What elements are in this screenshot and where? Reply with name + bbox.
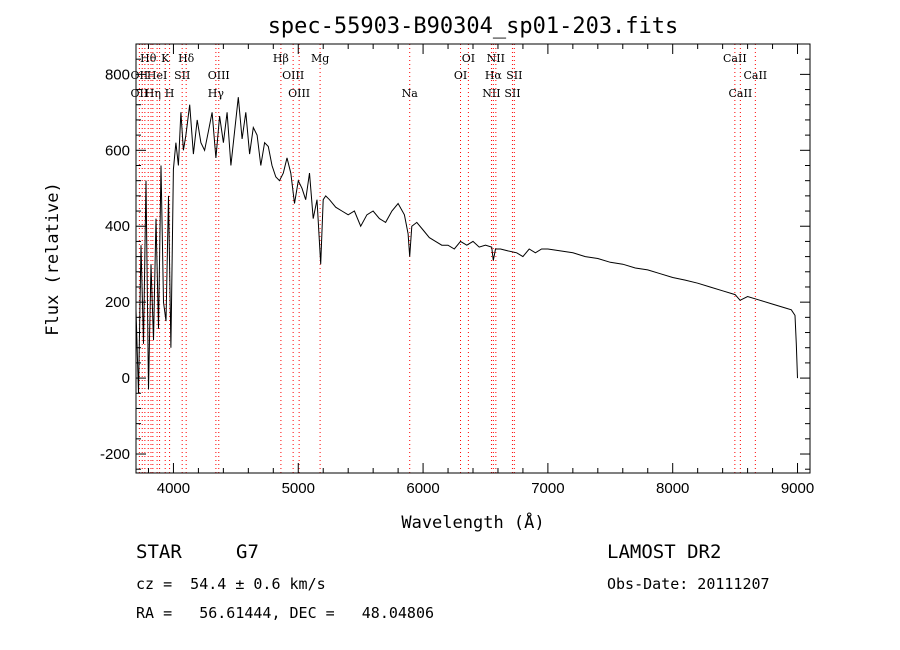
y-tick-label: 800 [105,66,130,83]
y-tick-label: 0 [122,370,130,387]
spectral-line-label: H [165,87,175,100]
spectral-line-label: SII [504,87,520,100]
spectral-line-label: NII [482,87,500,100]
spectral-line-label: OIII [282,69,304,82]
x-tick-label: 9000 [781,480,814,497]
y-axis-ticks: -200 0 200 400 600 800 [100,43,810,470]
spectral-line-label: Hα [485,69,503,82]
spectral-line-label: Hθ [140,52,157,65]
x-tick-label: 4000 [157,480,190,497]
spectral-line-label: Hγ [208,87,225,100]
spectral-line-label: K [161,52,170,65]
x-tick-label: 6000 [406,480,439,497]
redshift-text: cz = 54.4 ± 0.6 km/s [136,575,326,593]
spectral-line-label: CaII [743,69,767,82]
spectral-line-label: OI [454,69,467,82]
coordinates-text: RA = 56.61444, DEC = 48.04806 [136,604,435,622]
survey-name: LAMOST DR2 [607,541,722,563]
x-tick-label: 7000 [531,480,564,497]
spectral-line-label: SII [174,69,190,82]
spectral-line-label: NII [487,52,505,65]
y-tick-label: 400 [105,218,130,235]
spectral-line-label: Hβ [273,52,289,65]
spectral-line-label: OIII [288,87,310,100]
spectrum-line [135,97,798,394]
spectral-line-label: Hδ [178,52,195,65]
spectral-line-label: OII [131,87,149,100]
spectral-line-label: HeI [147,69,167,82]
object-subclass: G7 [236,541,259,563]
object-class: STAR [136,541,182,563]
x-axis-ticks: 4000 5000 6000 7000 8000 9000 [147,44,814,497]
y-tick-label: -200 [100,446,130,463]
spectral-line-label: CaII [729,87,753,100]
spectral-line-label: Hη [145,87,161,100]
chart-title: spec-55903-B90304_sp01-203.fits [268,14,679,39]
y-axis-label: Flux (relative) [43,182,63,336]
spectral-line-markers [138,44,756,473]
spectral-line-label: OI [462,52,475,65]
spectral-line-label: CaII [723,52,747,65]
y-tick-label: 600 [105,142,130,159]
y-tick-label: 200 [105,294,130,311]
x-tick-label: 5000 [282,480,315,497]
spectral-line-label: OIII [208,69,230,82]
spectral-line-label: SII [506,69,522,82]
x-axis-label: Wavelength (Å) [401,511,544,533]
spectral-line-label: Mg [311,52,329,65]
x-tick-label: 8000 [656,480,689,497]
obs-date-text: Obs-Date: 20111207 [607,575,770,593]
spectral-line-label: OII [131,69,149,82]
spectral-line-label: Na [402,87,419,100]
